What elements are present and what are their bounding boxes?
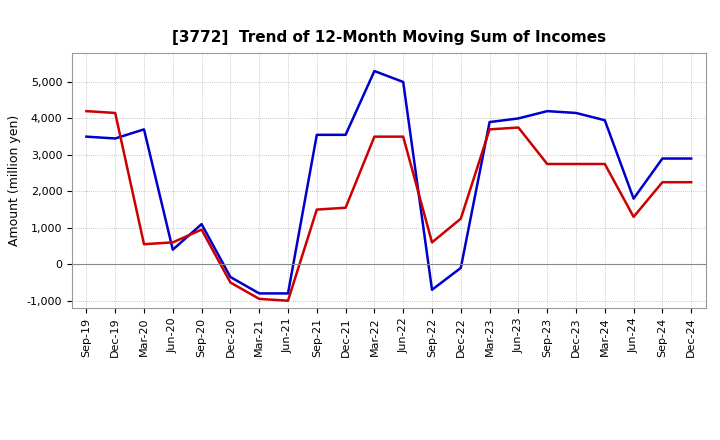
Net Income [168, 240, 177, 245]
Ordinary Income [514, 116, 523, 121]
Ordinary Income [658, 156, 667, 161]
Ordinary Income [341, 132, 350, 137]
Ordinary Income [687, 156, 696, 161]
Net Income [572, 161, 580, 167]
Net Income [140, 242, 148, 247]
Net Income [687, 180, 696, 185]
Net Income [197, 227, 206, 232]
Ordinary Income [197, 221, 206, 227]
Net Income [399, 134, 408, 139]
Ordinary Income [284, 291, 292, 296]
Ordinary Income [140, 127, 148, 132]
Y-axis label: Amount (million yen): Amount (million yen) [8, 115, 21, 246]
Net Income [629, 214, 638, 220]
Net Income [485, 127, 494, 132]
Net Income [226, 280, 235, 285]
Net Income [428, 240, 436, 245]
Ordinary Income [485, 119, 494, 125]
Ordinary Income [572, 110, 580, 116]
Ordinary Income [399, 79, 408, 84]
Net Income [456, 216, 465, 221]
Ordinary Income [255, 291, 264, 296]
Ordinary Income [226, 275, 235, 280]
Ordinary Income [600, 117, 609, 123]
Line: Net Income: Net Income [86, 111, 691, 301]
Ordinary Income [82, 134, 91, 139]
Net Income [255, 296, 264, 301]
Ordinary Income [111, 136, 120, 141]
Net Income [600, 161, 609, 167]
Net Income [514, 125, 523, 130]
Net Income [284, 298, 292, 303]
Net Income [312, 207, 321, 212]
Ordinary Income [543, 109, 552, 114]
Net Income [341, 205, 350, 210]
Ordinary Income [629, 196, 638, 201]
Ordinary Income [168, 247, 177, 252]
Ordinary Income [428, 287, 436, 293]
Net Income [370, 134, 379, 139]
Ordinary Income [456, 265, 465, 271]
Net Income [82, 109, 91, 114]
Net Income [658, 180, 667, 185]
Net Income [543, 161, 552, 167]
Ordinary Income [312, 132, 321, 137]
Title: [3772]  Trend of 12-Month Moving Sum of Incomes: [3772] Trend of 12-Month Moving Sum of I… [172, 29, 606, 45]
Ordinary Income [370, 68, 379, 73]
Net Income [111, 110, 120, 116]
Line: Ordinary Income: Ordinary Income [86, 71, 691, 293]
